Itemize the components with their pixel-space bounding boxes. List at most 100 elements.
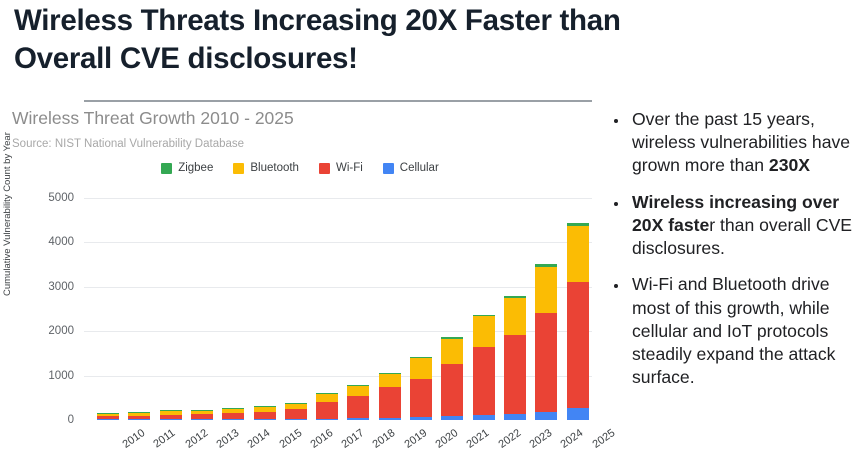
x-tick-label: 2010 [120, 427, 148, 451]
bar-segment-bluetooth [535, 266, 558, 313]
bar-segment-zigbee [128, 411, 151, 413]
legend-item-label: Bluetooth [250, 162, 299, 174]
bar-segment-cellular [128, 419, 151, 420]
x-tick-label: 2023 [527, 427, 555, 451]
y-tick-label: 5000 [48, 192, 74, 204]
bullet-list: Over the past 15 years, wireless vulnera… [607, 108, 857, 389]
bar-segment-wi-fi [284, 409, 307, 419]
bar-segment-bluetooth [410, 357, 432, 380]
legend-swatch-icon [382, 162, 394, 174]
bullet-text-emphasis: Wireless increasing over 20X faste [632, 191, 840, 235]
bullet-item: Over the past 15 years, wireless vulnera… [629, 108, 857, 178]
bar-segment-bluetooth [159, 411, 182, 416]
bar-column-2018[interactable] [347, 385, 370, 420]
bar-column-2012[interactable] [159, 410, 182, 420]
bar-segment-wi-fi [97, 416, 119, 419]
bar-segment-cellular [566, 408, 589, 420]
bar-segment-zigbee [410, 356, 432, 358]
bar-segment-bluetooth [222, 409, 245, 414]
gridline [84, 242, 592, 244]
bar-segment-bluetooth [316, 394, 339, 403]
x-tick-label: 2015 [276, 427, 304, 451]
chart-subtitle: Source: NIST National Vulnerability Data… [12, 138, 245, 150]
bar-segment-wi-fi [566, 282, 589, 409]
bar-segment-zigbee [441, 337, 464, 339]
legend-item-cellular[interactable]: Cellular [382, 162, 439, 174]
bar-segment-cellular [503, 414, 526, 420]
y-tick-label: 0 [67, 414, 74, 426]
bar-segment-wi-fi [378, 387, 401, 418]
bar-column-2025[interactable] [566, 223, 589, 420]
page-title: Wireless Threats Increasing 20X Faster t… [14, 4, 621, 76]
bar-segment-cellular [97, 419, 119, 420]
bar-segment-bluetooth [284, 403, 307, 410]
x-tick-label: 2014 [245, 427, 273, 451]
bar-segment-bluetooth [566, 226, 589, 283]
bar-segment-cellular [316, 418, 339, 420]
bar-segment-wi-fi [222, 413, 245, 419]
legend-swatch-icon [161, 162, 173, 174]
legend-item-zigbee[interactable]: Zigbee [161, 162, 213, 174]
bar-segment-wi-fi [410, 379, 432, 417]
gridline [84, 286, 592, 288]
y-tick-label: 1000 [48, 369, 74, 382]
key-points-list: Over the past 15 years, wireless vulnera… [607, 108, 857, 402]
legend-item-label: Cellular [399, 162, 439, 174]
bar-column-2014[interactable] [222, 408, 245, 420]
bar-segment-zigbee [222, 408, 245, 410]
bar-segment-bluetooth [128, 412, 151, 416]
chart-panel: Wireless Threat Growth 2010 - 2025 Sourc… [0, 100, 617, 459]
bar-segment-zigbee [284, 402, 307, 404]
y-tick-label: 4000 [48, 236, 74, 249]
bar-segment-cellular [253, 419, 276, 420]
bar-segment-zigbee [535, 264, 558, 267]
bar-segment-cellular [190, 419, 213, 420]
bar-segment-bluetooth [347, 386, 370, 396]
bar-column-2020[interactable] [410, 356, 432, 420]
chart-legend: Zigbee Bluetooth Wi-Fi Cellular [0, 162, 600, 174]
bar-segment-cellular [347, 418, 370, 420]
legend-item-wi-fi[interactable]: Wi-Fi [318, 162, 363, 174]
bar-segment-zigbee [316, 393, 339, 395]
bar-segment-wi-fi [472, 346, 495, 416]
x-tick-label: 2019 [402, 427, 430, 451]
legend-item-bluetooth[interactable]: Bluetooth [233, 162, 299, 174]
bar-column-2024[interactable] [535, 264, 558, 420]
bar-segment-wi-fi [316, 402, 339, 419]
bar-segment-wi-fi [441, 364, 464, 416]
bullet-text: Over the past 15 years, wireless vulnera… [632, 109, 851, 176]
bar-segment-bluetooth [190, 411, 213, 415]
bar-column-2019[interactable] [378, 373, 401, 420]
bar-segment-cellular [159, 419, 182, 420]
bar-segment-wi-fi [159, 415, 182, 419]
bullet-item: Wi-Fi and Bluetooth drive most of this g… [629, 273, 857, 389]
x-tick-label: 2016 [308, 427, 336, 451]
x-tick-label: 2021 [464, 427, 492, 451]
legend-item-label: Zigbee [178, 162, 214, 174]
bar-segment-zigbee [97, 412, 119, 414]
bar-column-2015[interactable] [253, 406, 276, 420]
bar-column-2021[interactable] [441, 337, 464, 420]
bar-column-2017[interactable] [316, 393, 339, 420]
bar-column-2010[interactable] [97, 412, 119, 420]
bar-segment-wi-fi [190, 414, 213, 419]
bar-column-2022[interactable] [472, 314, 495, 420]
x-tick-label: 2017 [339, 427, 367, 451]
chart-title: Wireless Threat Growth 2010 - 2025 [12, 108, 294, 128]
bar-column-2011[interactable] [128, 411, 151, 420]
bar-segment-zigbee [190, 410, 213, 412]
bar-segment-zigbee [503, 295, 526, 298]
bar-segment-cellular [284, 419, 307, 420]
bar-column-2023[interactable] [503, 295, 526, 420]
bullet-text: r than overall CVE disclosures. [632, 214, 853, 259]
x-tick-label: 2013 [214, 427, 242, 451]
y-tick-label: 3000 [48, 280, 74, 293]
legend-swatch-icon [318, 162, 330, 174]
bar-segment-zigbee [378, 373, 401, 375]
bar-column-2013[interactable] [190, 410, 213, 420]
x-tick-label: 2024 [558, 427, 586, 451]
x-axis-baseline [84, 100, 592, 102]
chart-plot-area: Cumulative Vulnerability Count by Year 0… [0, 100, 617, 459]
bar-segment-cellular [535, 412, 558, 420]
bar-column-2016[interactable] [284, 402, 307, 420]
